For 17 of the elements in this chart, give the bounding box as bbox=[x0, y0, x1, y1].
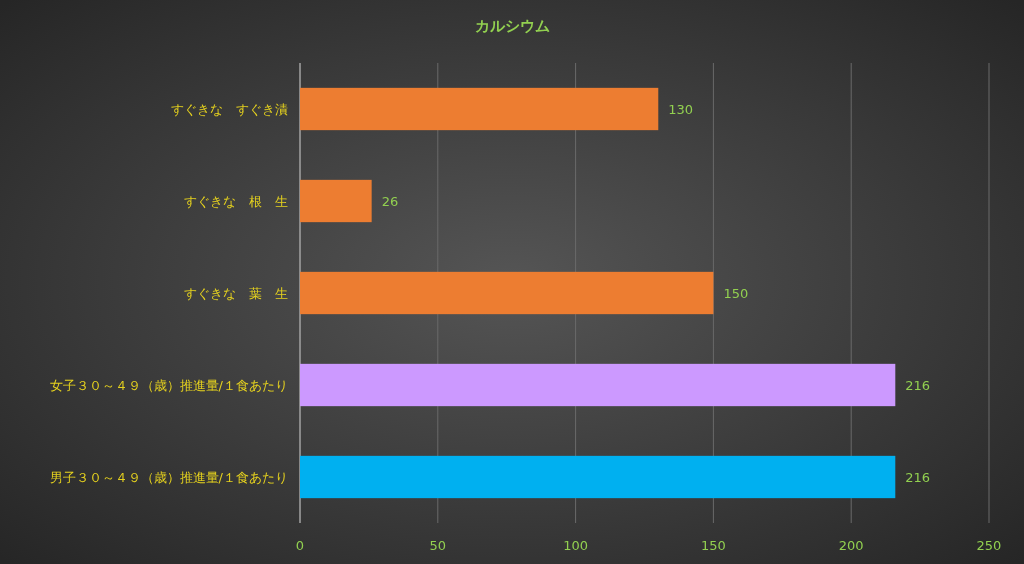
y-tick-label: すぐきな すぐき漬 bbox=[171, 102, 288, 117]
x-tick-label: 250 bbox=[976, 538, 1002, 553]
chart-title: カルシウム bbox=[474, 17, 550, 35]
x-tick-label: 200 bbox=[838, 538, 864, 553]
x-tick-label: 50 bbox=[429, 538, 447, 553]
y-tick-label: すぐきな 根 生 bbox=[184, 194, 288, 209]
x-tick-label: 0 bbox=[295, 538, 305, 553]
data-label: 216 bbox=[905, 378, 931, 393]
data-label: 216 bbox=[905, 470, 931, 485]
x-tick-label: 150 bbox=[700, 538, 726, 553]
y-tick-label: すぐきな 葉 生 bbox=[184, 286, 288, 301]
y-tick-label: 女子３０～４９（歳）推進量/１食あたり bbox=[49, 378, 288, 393]
x-tick-label: 100 bbox=[563, 538, 589, 553]
data-label: 26 bbox=[381, 194, 399, 209]
y-tick-label: 男子３０～４９（歳）推進量/１食あたり bbox=[49, 470, 288, 485]
data-label: 130 bbox=[668, 102, 694, 117]
data-label: 150 bbox=[723, 286, 749, 301]
